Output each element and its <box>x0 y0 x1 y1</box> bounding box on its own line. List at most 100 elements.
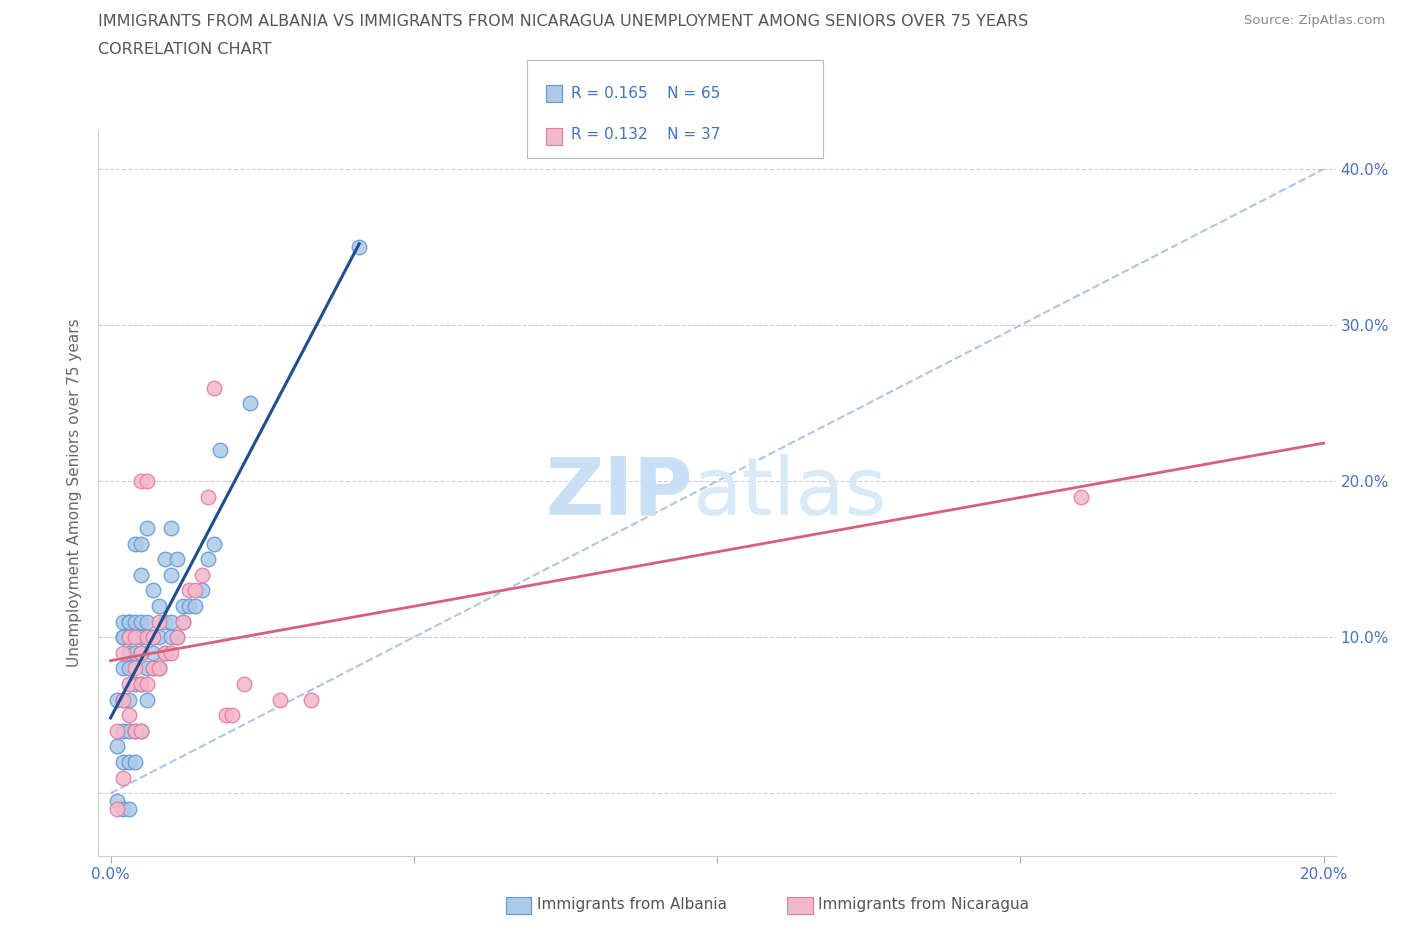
Point <box>118 724 141 738</box>
Point <box>148 630 170 644</box>
Point <box>136 630 159 644</box>
Point <box>111 802 134 817</box>
Point <box>190 567 212 582</box>
Text: R = 0.132    N = 37: R = 0.132 N = 37 <box>571 126 720 141</box>
Point <box>124 661 146 676</box>
Point <box>111 645 134 660</box>
Point <box>197 489 219 504</box>
Point <box>172 599 194 614</box>
Point <box>105 692 128 707</box>
Point <box>118 614 141 629</box>
Point <box>148 661 170 676</box>
Point <box>124 645 146 660</box>
Text: R = 0.165    N = 65: R = 0.165 N = 65 <box>571 86 720 100</box>
Point <box>160 630 183 644</box>
Point <box>124 630 146 644</box>
Point <box>136 521 159 536</box>
Point <box>129 630 152 644</box>
Point <box>179 599 201 614</box>
Point <box>233 676 256 691</box>
Point <box>105 802 128 817</box>
Point <box>118 802 141 817</box>
Point <box>105 793 128 808</box>
Point <box>136 630 159 644</box>
Point <box>160 567 183 582</box>
Point <box>111 630 134 644</box>
Text: Immigrants from Albania: Immigrants from Albania <box>537 897 727 912</box>
Point <box>111 692 134 707</box>
Point <box>166 630 188 644</box>
Point <box>136 661 159 676</box>
Point <box>105 724 128 738</box>
Point <box>129 676 152 691</box>
Point <box>215 708 238 723</box>
Point <box>118 661 141 676</box>
Point <box>105 739 128 754</box>
Point <box>1070 489 1092 504</box>
Point <box>136 614 159 629</box>
Point <box>111 661 134 676</box>
Point <box>111 614 134 629</box>
Point <box>111 692 134 707</box>
Point <box>160 645 183 660</box>
Point <box>160 614 183 629</box>
Point <box>142 661 165 676</box>
Point <box>153 645 176 660</box>
Point <box>166 551 188 566</box>
Point <box>118 708 141 723</box>
Text: IMMIGRANTS FROM ALBANIA VS IMMIGRANTS FROM NICARAGUA UNEMPLOYMENT AMONG SENIORS : IMMIGRANTS FROM ALBANIA VS IMMIGRANTS FR… <box>98 14 1029 29</box>
Point <box>142 583 165 598</box>
Point <box>148 661 170 676</box>
Point <box>118 630 141 644</box>
Point <box>153 551 176 566</box>
Point <box>142 630 165 644</box>
Point <box>269 692 291 707</box>
Point <box>124 676 146 691</box>
Point <box>142 630 165 644</box>
Point <box>124 630 146 644</box>
Point <box>124 614 146 629</box>
Point <box>118 645 141 660</box>
Point <box>172 614 194 629</box>
Point <box>347 240 370 255</box>
Y-axis label: Unemployment Among Seniors over 75 years: Unemployment Among Seniors over 75 years <box>67 319 83 667</box>
Point <box>111 770 134 785</box>
Point <box>202 380 225 395</box>
Point <box>136 676 159 691</box>
Point <box>124 724 146 738</box>
Point <box>239 396 262 411</box>
Point <box>153 645 176 660</box>
Point <box>142 661 165 676</box>
Point <box>129 645 152 660</box>
Text: Source: ZipAtlas.com: Source: ZipAtlas.com <box>1244 14 1385 27</box>
Point <box>111 754 134 769</box>
Point <box>208 443 231 458</box>
Point <box>136 692 159 707</box>
Point <box>124 537 146 551</box>
Point <box>160 521 183 536</box>
Point <box>190 583 212 598</box>
Point <box>197 551 219 566</box>
Point <box>129 724 152 738</box>
Point <box>148 614 170 629</box>
Point <box>118 754 141 769</box>
Point <box>118 676 141 691</box>
Text: atlas: atlas <box>692 454 887 532</box>
Point <box>129 676 152 691</box>
Point <box>118 614 141 629</box>
Point <box>184 583 207 598</box>
Point <box>129 724 152 738</box>
Point <box>148 599 170 614</box>
Point <box>118 692 141 707</box>
Point <box>179 583 201 598</box>
Point <box>153 614 176 629</box>
Point <box>221 708 243 723</box>
Point <box>172 614 194 629</box>
Point <box>202 537 225 551</box>
Point <box>136 473 159 488</box>
Point <box>129 567 152 582</box>
Point <box>111 724 134 738</box>
Point <box>129 645 152 660</box>
Point <box>124 754 146 769</box>
Point <box>129 537 152 551</box>
